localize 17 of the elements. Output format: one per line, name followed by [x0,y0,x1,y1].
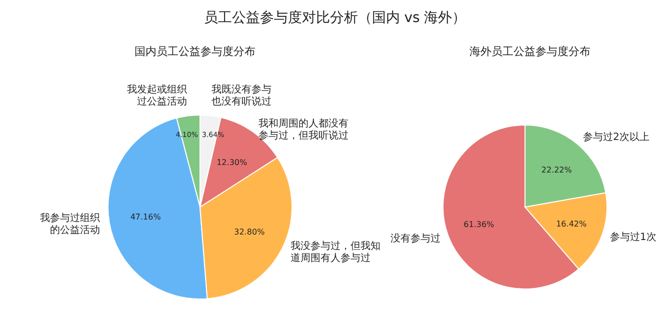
slice-label: 我发起或组织过公益活动 [127,84,187,108]
data-label: 32.80% [234,228,266,237]
data-label: 61.36% [464,220,495,230]
data-label: 12.30% [216,158,248,167]
slice-label: 我参与过组织的公益活动 [40,212,100,236]
slice-label: 参与过1次 [610,231,656,244]
chart-title: 海外员工公益参与度分布 [468,44,592,60]
text: 员工公益参与度对比分析（国内 vs 海外） [202,9,468,28]
data-label: 16.42% [556,219,588,228]
chart-title: 国内员工公益参与度分布 [134,44,256,60]
slice-label: 我没参与过，但我知道周围有人参与过 [290,240,381,264]
data-label: 47.16% [130,212,162,222]
data-label: 22.22% [541,165,572,174]
slice-label: 我既没有参与也没有听说过 [212,83,272,108]
slice-label: 我和周围的人都没有参与过，但我听说过 [258,117,348,142]
slice-label: 没有参与过 [390,232,440,245]
slice-label: 参与过2次以上 [582,130,650,143]
